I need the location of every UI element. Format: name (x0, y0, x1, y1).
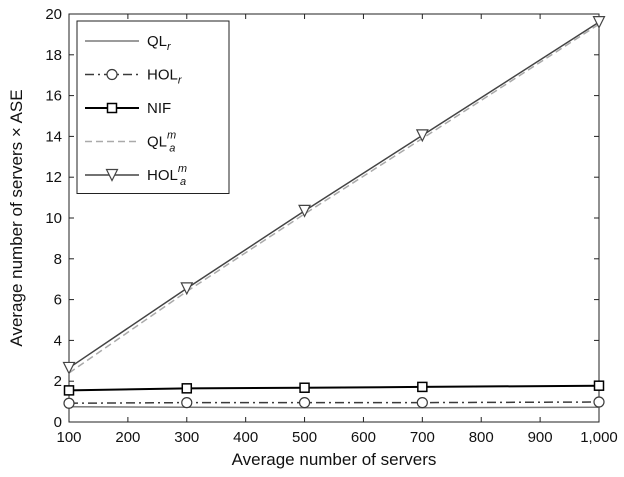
series-line-1 (68, 401, 600, 404)
y-tick-label: 16 (45, 88, 62, 105)
legend-marker-2 (106, 102, 118, 114)
y-tick-label: 4 (54, 332, 62, 349)
legend-marker-4 (105, 168, 119, 182)
series-line-0 (68, 405, 600, 409)
y-tick-label: 20 (45, 6, 62, 23)
series-1-point (181, 397, 193, 409)
series-2-point (299, 382, 310, 393)
y-axis-label: Average number of servers × ASE (7, 89, 26, 346)
x-tick-label: 600 (351, 429, 376, 446)
series-4-point (180, 282, 194, 296)
y-tick-label: 8 (54, 251, 62, 268)
x-tick-label: 700 (410, 429, 435, 446)
series-line-2 (68, 384, 600, 392)
x-tick-label: 1,000 (580, 429, 618, 446)
series-4-point (298, 204, 312, 218)
y-tick-label: 14 (45, 128, 62, 145)
legend-label-3: QLm a (147, 130, 176, 155)
series-1-point (63, 397, 75, 409)
x-tick-label: 400 (233, 429, 258, 446)
legend-label-1: HOLr (147, 67, 183, 87)
series-4-point (415, 129, 429, 143)
y-tick-label: 18 (45, 47, 62, 64)
series-2-point (63, 385, 75, 396)
series-4-point (592, 16, 606, 30)
y-tick-label: 12 (45, 169, 62, 186)
series-1-point (593, 396, 605, 408)
x-tick-label: 800 (469, 429, 494, 446)
x-tick-label: 500 (292, 429, 317, 446)
legend-label-2: NIF (147, 100, 171, 117)
y-tick-label: 2 (54, 373, 62, 390)
legend-label-0: QLr (147, 33, 172, 53)
x-tick-label: 100 (56, 429, 81, 446)
legend-label-4: HOLm a (147, 163, 187, 188)
x-tick-label: 900 (528, 429, 553, 446)
y-tick-label: 6 (54, 292, 62, 309)
series-2-point (593, 380, 605, 391)
legend-marker-1 (106, 68, 118, 81)
x-tick-label: 200 (115, 429, 140, 446)
y-tick-label: 10 (45, 210, 62, 227)
series-2-point (181, 383, 193, 394)
x-tick-label: 300 (174, 429, 199, 446)
x-axis-label: Average number of servers (232, 450, 437, 469)
series-1-point (416, 397, 428, 409)
series-4-point (62, 361, 76, 375)
y-tick-label: 0 (54, 414, 62, 431)
series-2-point (417, 381, 428, 393)
series-1-point (298, 397, 311, 409)
